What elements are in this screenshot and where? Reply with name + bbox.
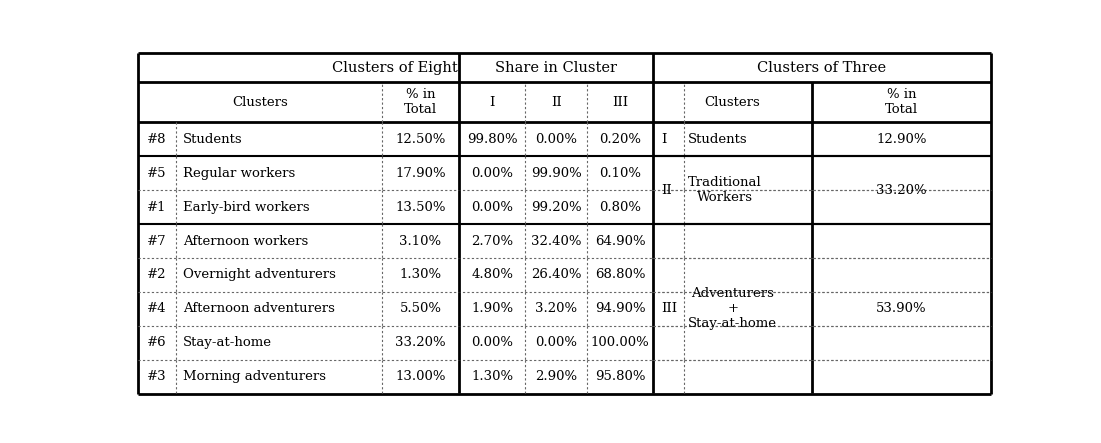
- Text: 5.50%: 5.50%: [400, 302, 442, 315]
- Text: Stay-at-home: Stay-at-home: [183, 336, 272, 349]
- Text: Regular workers: Regular workers: [183, 167, 295, 180]
- Text: % in
Total: % in Total: [885, 89, 918, 117]
- Text: 1.90%: 1.90%: [471, 302, 513, 315]
- Text: 32.40%: 32.40%: [531, 234, 581, 248]
- Text: 99.90%: 99.90%: [531, 167, 581, 180]
- Text: 1.30%: 1.30%: [471, 370, 513, 383]
- Text: Students: Students: [183, 133, 243, 146]
- Text: 0.80%: 0.80%: [599, 201, 641, 214]
- Text: 17.90%: 17.90%: [395, 167, 446, 180]
- Text: #2: #2: [148, 268, 166, 281]
- Text: 0.00%: 0.00%: [471, 336, 513, 349]
- Text: 3.20%: 3.20%: [535, 302, 577, 315]
- Text: III: III: [612, 96, 629, 109]
- Text: Clusters of Three: Clusters of Three: [757, 61, 886, 75]
- Text: Afternoon workers: Afternoon workers: [183, 234, 308, 248]
- Text: 0.00%: 0.00%: [471, 167, 513, 180]
- Text: 26.40%: 26.40%: [531, 268, 581, 281]
- Text: 99.80%: 99.80%: [467, 133, 517, 146]
- Text: 0.00%: 0.00%: [471, 201, 513, 214]
- Text: 100.00%: 100.00%: [591, 336, 650, 349]
- Text: 0.10%: 0.10%: [599, 167, 641, 180]
- Text: Early-bird workers: Early-bird workers: [183, 201, 309, 214]
- Text: Morning adventurers: Morning adventurers: [183, 370, 326, 383]
- Text: 95.80%: 95.80%: [595, 370, 645, 383]
- Text: III: III: [662, 302, 677, 315]
- Text: #1: #1: [148, 201, 166, 214]
- Text: % in
Total: % in Total: [404, 89, 437, 117]
- Text: 68.80%: 68.80%: [595, 268, 645, 281]
- Text: #5: #5: [148, 167, 166, 180]
- Text: II: II: [662, 184, 673, 197]
- Text: Clusters: Clusters: [232, 96, 287, 109]
- Text: 0.00%: 0.00%: [535, 336, 577, 349]
- Text: #4: #4: [148, 302, 166, 315]
- Text: 13.00%: 13.00%: [395, 370, 446, 383]
- Text: 53.90%: 53.90%: [876, 302, 927, 315]
- Text: Clusters: Clusters: [705, 96, 761, 109]
- Text: #7: #7: [148, 234, 167, 248]
- Text: 12.90%: 12.90%: [876, 133, 927, 146]
- Text: 33.20%: 33.20%: [876, 184, 927, 197]
- Text: 33.20%: 33.20%: [395, 336, 446, 349]
- Text: 3.10%: 3.10%: [400, 234, 442, 248]
- Text: 94.90%: 94.90%: [595, 302, 645, 315]
- Text: II: II: [550, 96, 562, 109]
- Text: 2.90%: 2.90%: [535, 370, 577, 383]
- Text: Clusters of Eight: Clusters of Eight: [333, 61, 458, 75]
- Text: 12.50%: 12.50%: [395, 133, 446, 146]
- Text: 4.80%: 4.80%: [471, 268, 513, 281]
- Text: 99.20%: 99.20%: [531, 201, 581, 214]
- Text: #6: #6: [148, 336, 167, 349]
- Text: #3: #3: [148, 370, 167, 383]
- Text: 64.90%: 64.90%: [595, 234, 645, 248]
- Text: 0.00%: 0.00%: [535, 133, 577, 146]
- Text: I: I: [662, 133, 667, 146]
- Text: Overnight adventurers: Overnight adventurers: [183, 268, 336, 281]
- Text: 2.70%: 2.70%: [471, 234, 513, 248]
- Text: Students: Students: [688, 133, 748, 146]
- Text: Adventurers
+
Stay-at-home: Adventurers + Stay-at-home: [688, 288, 777, 330]
- Text: #8: #8: [148, 133, 166, 146]
- Text: 1.30%: 1.30%: [400, 268, 442, 281]
- Text: Afternoon adventurers: Afternoon adventurers: [183, 302, 335, 315]
- Text: Share in Cluster: Share in Cluster: [495, 61, 618, 75]
- Text: I: I: [490, 96, 494, 109]
- Text: 0.20%: 0.20%: [599, 133, 641, 146]
- Text: Traditional
Workers: Traditional Workers: [688, 176, 762, 204]
- Text: 13.50%: 13.50%: [395, 201, 446, 214]
